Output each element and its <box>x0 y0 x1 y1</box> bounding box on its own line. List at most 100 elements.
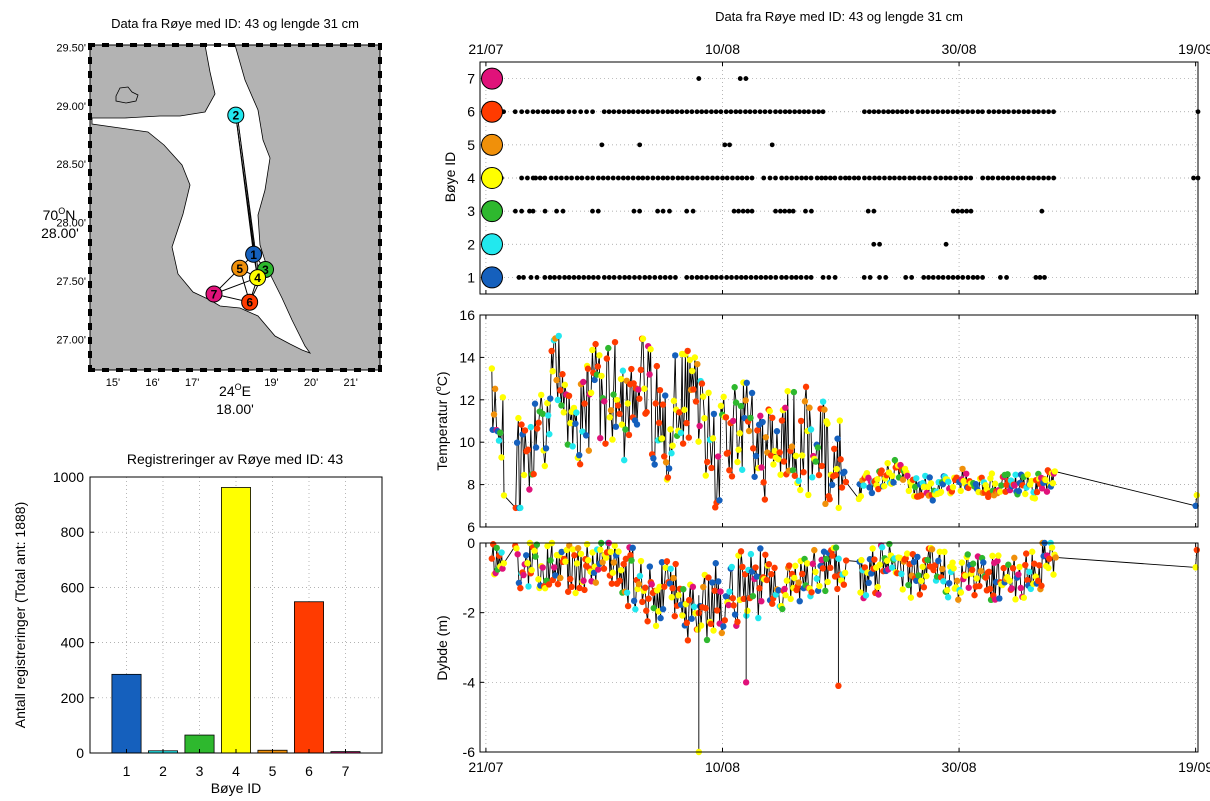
depth-point <box>749 592 757 600</box>
temperature-point <box>1193 492 1201 499</box>
temperature-point <box>662 459 670 466</box>
timeline-point <box>1006 109 1011 115</box>
depth-point <box>574 544 582 552</box>
depth-point <box>876 561 883 568</box>
temperature-point <box>828 481 836 489</box>
depth-point <box>635 580 643 588</box>
depth-point <box>1046 555 1053 562</box>
depth-point <box>632 606 639 613</box>
timeline-point <box>749 175 755 181</box>
temperature-point <box>1031 495 1039 502</box>
temperature-point <box>841 468 848 476</box>
depth-point <box>973 575 980 582</box>
timeline-point <box>679 109 685 115</box>
timeline-point <box>935 109 941 115</box>
temperature-point <box>717 402 725 410</box>
depth-point <box>768 570 775 578</box>
depth-point <box>656 583 663 590</box>
temperature-point <box>542 445 550 452</box>
temperature-point <box>610 391 617 398</box>
depth-point <box>905 581 912 589</box>
histogram-bar <box>293 601 324 754</box>
temperature-point <box>792 452 800 460</box>
timeline-point <box>616 109 622 115</box>
depth-point <box>557 574 564 582</box>
temperature-point <box>926 474 933 481</box>
temperature-point <box>584 365 592 372</box>
timeline-point <box>985 175 991 181</box>
timeline-point <box>990 175 996 181</box>
timeline-point <box>735 175 740 181</box>
temperature-y-tick-label: 12 <box>459 392 475 408</box>
timeline-point <box>866 109 872 115</box>
temperature-point <box>589 346 596 354</box>
depth-point <box>636 572 644 580</box>
depth-plot-area <box>480 543 1198 752</box>
timeline-point <box>650 109 656 115</box>
timeline-point <box>916 175 922 181</box>
depth-point <box>690 603 698 610</box>
depth-point <box>1028 548 1036 555</box>
temperature-point <box>737 402 745 410</box>
map-x-tick-label: 15' <box>106 377 120 389</box>
temperature-point <box>665 465 673 472</box>
temperature-point <box>802 383 810 391</box>
depth-y-label: Dybde (m) <box>434 615 450 680</box>
depth-point <box>520 571 527 579</box>
map-buoy-label: 3 <box>262 263 269 277</box>
temperature-point <box>598 372 605 380</box>
depth-point <box>985 568 993 576</box>
temperature-point <box>745 427 753 435</box>
timeline-buoy-marker <box>481 200 503 223</box>
depth-point <box>729 594 737 602</box>
timeline-point <box>761 175 767 181</box>
depth-point <box>627 552 634 559</box>
depth-point <box>915 572 922 579</box>
timeline-point <box>512 109 518 115</box>
depth-point <box>949 559 956 566</box>
timeline-point <box>710 175 715 181</box>
timeline-point <box>540 109 546 115</box>
timeline-point <box>740 208 746 214</box>
timeline-point <box>872 175 877 181</box>
timeline-point <box>685 175 690 181</box>
timeline-point <box>552 275 557 280</box>
timeline-point <box>595 175 601 181</box>
temperature-point <box>661 453 668 460</box>
timeline-axes-box <box>479 61 1199 295</box>
temperature-point <box>773 428 781 435</box>
timeline-point <box>846 175 852 181</box>
temperature-point <box>1004 471 1011 478</box>
timeline-point <box>553 175 559 181</box>
depth-point <box>755 614 762 622</box>
timeline-point <box>1016 109 1022 115</box>
timeline-point <box>955 109 961 115</box>
depth-point <box>822 555 830 563</box>
timeline-point <box>560 208 566 214</box>
timeline-point <box>528 275 534 280</box>
temperature-point <box>576 461 584 468</box>
timeline-point <box>903 275 909 280</box>
timeline-point <box>516 275 522 280</box>
depth-point <box>804 560 811 567</box>
temperature-point <box>784 387 791 395</box>
timeline-y-tick-label: 2 <box>467 236 475 252</box>
depth-point <box>986 585 994 593</box>
timeline-point <box>975 109 981 115</box>
depth-point <box>811 546 818 554</box>
timeline-points <box>486 76 1201 280</box>
temperature-point <box>927 480 935 487</box>
timeline-point <box>548 175 554 181</box>
temperature-point <box>904 472 911 479</box>
temperature-point <box>636 395 643 402</box>
temperature-point <box>899 476 907 483</box>
timeline-point <box>1010 175 1016 181</box>
depth-point <box>652 622 660 630</box>
temperature-point <box>558 402 565 409</box>
temperature-point <box>606 414 614 421</box>
temperature-point <box>690 386 697 393</box>
depth-point <box>936 548 943 555</box>
map-buoy-marker <box>245 245 263 263</box>
temperature-point <box>998 482 1005 489</box>
timeline-point <box>610 175 616 181</box>
